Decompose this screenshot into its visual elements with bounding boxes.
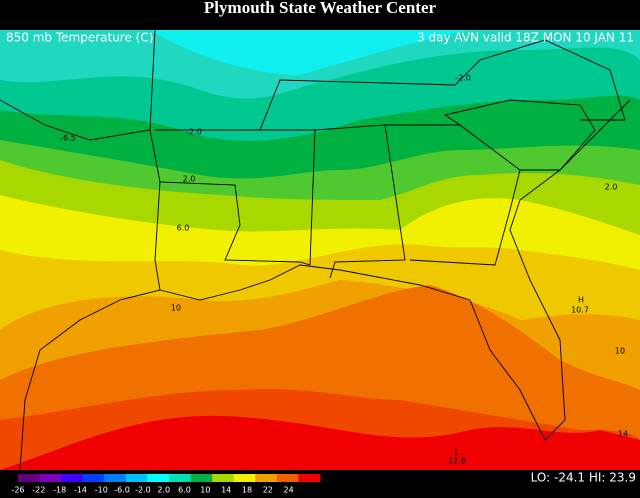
state-borders <box>0 29 631 471</box>
legend-label: -2.0 <box>135 486 151 495</box>
contour-label: -6.5 <box>60 134 76 143</box>
legend-swatch <box>212 474 235 482</box>
legend-label: 22 <box>263 486 273 495</box>
legend-swatch <box>61 474 84 482</box>
temperature-field <box>0 30 640 471</box>
legend-label: 6.0 <box>178 486 191 495</box>
legend-label: 10 <box>200 486 210 495</box>
legend-label: 14 <box>221 486 231 495</box>
contour-label: 10 <box>171 304 181 313</box>
contour-label: 2.0 <box>183 175 196 184</box>
legend-swatch <box>104 474 127 482</box>
border <box>159 99 631 441</box>
legend-swatch <box>255 474 278 482</box>
legend-label: 24 <box>284 486 294 495</box>
header-title: Plymouth State Weather Center <box>204 0 437 17</box>
contour-label: 12.8 <box>448 457 466 466</box>
band <box>0 415 640 470</box>
legend-swatch <box>82 474 105 482</box>
contour-label: -2.0 <box>455 74 471 83</box>
legend-label: 2.0 <box>157 486 170 495</box>
legend-label: 18 <box>242 486 252 495</box>
contour-label: 10 <box>615 347 625 356</box>
legend-swatch <box>169 474 192 482</box>
legend-swatch <box>190 474 213 482</box>
legend-label: -22 <box>32 486 45 495</box>
legend-label: -18 <box>53 486 66 495</box>
valid-time: 3 day AVN valid 18Z MON 10 JAN 11 <box>417 31 634 45</box>
contour-labels: -6.5 -2.0 -2.0 2.0 2.0 6.0 10 H10.7 10 14 L12.8 <box>60 74 628 466</box>
border <box>314 124 406 279</box>
legend-swatch <box>276 474 299 482</box>
legend-label: -14 <box>74 486 87 495</box>
contour-label: H <box>578 296 584 305</box>
legend-label: -10 <box>95 486 108 495</box>
border <box>259 39 626 131</box>
legend-swatch <box>39 474 62 482</box>
legend-swatch <box>298 474 321 482</box>
border <box>149 29 316 266</box>
legend-swatch <box>233 474 256 482</box>
contour-label: L <box>455 448 460 457</box>
legend-swatch <box>147 474 170 482</box>
contour-label: 2.0 <box>605 183 618 192</box>
legend-label: -6.0 <box>114 486 130 495</box>
contour-label: -2.0 <box>186 128 202 137</box>
lo-hi: LO: -24.1 HI: 23.9 <box>531 471 636 485</box>
border <box>0 99 161 471</box>
legend-swatch <box>18 474 41 482</box>
contour-label: 14 <box>618 430 628 439</box>
legend-label: -26 <box>11 486 24 495</box>
contour-label: 6.0 <box>177 224 190 233</box>
contour-label: 10.7 <box>571 306 589 315</box>
color-legend: -26 -22 -18 -14 -10 -6.0 -2.0 2.0 6.0 10 14 18 22 24 <box>11 474 321 495</box>
field-name: 850 mb Temperature (C) <box>6 31 153 45</box>
border <box>385 124 521 266</box>
legend-swatch <box>125 474 148 482</box>
